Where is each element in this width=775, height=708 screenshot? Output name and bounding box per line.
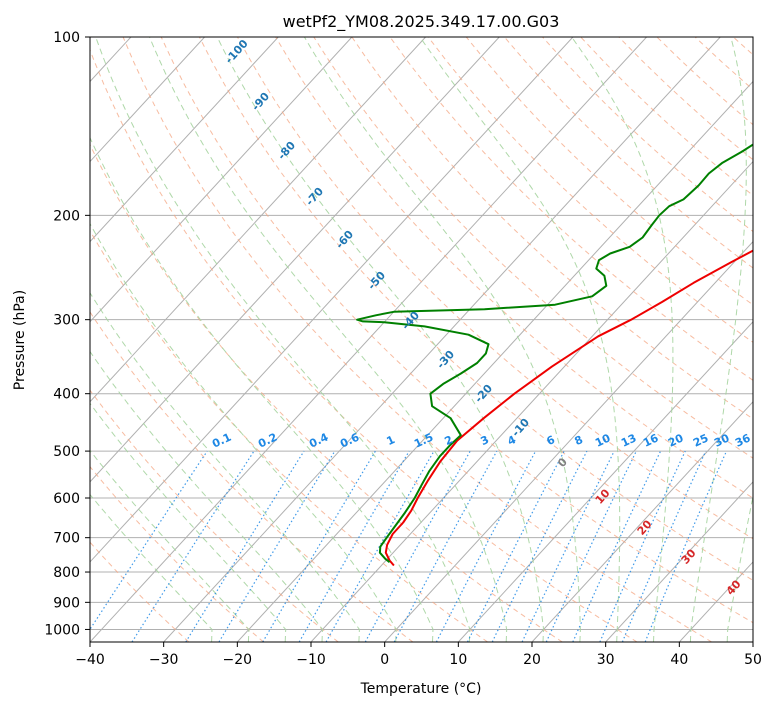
plot-frame [89, 36, 754, 643]
mixing-ratio-label: 36 [733, 431, 753, 449]
y-tick-label: 200 [53, 208, 80, 224]
mixing-ratio-line [364, 450, 471, 642]
moist-adiabat-line [571, 37, 674, 642]
moist-adiabat-line [149, 37, 508, 642]
mixing-ratio-line [466, 450, 565, 642]
axes: −40 −30 −20 −10 0 10 20 30 40 50 1000 900 800 700 600 5… [44, 30, 762, 668]
dry-adiabat-line [237, 37, 753, 540]
y-tick-label: 700 [53, 531, 80, 547]
isotherm-line [90, 37, 279, 243]
dry-adiabat-line [465, 37, 753, 306]
y-tick-label: 500 [53, 444, 80, 460]
isotherm-line [310, 160, 753, 642]
isotherm-line [90, 37, 353, 323]
chart-title: wetPf2_YM08.2025.349.17.00.G03 [283, 12, 560, 32]
dry-adiabat-line [160, 37, 753, 624]
x-tick-label: −40 [75, 652, 105, 668]
isotherm-line [90, 37, 500, 483]
x-axis-title: Temperature (°C) [360, 681, 482, 697]
isotherm-line [90, 37, 574, 563]
mixing-ratio-label: 10 [593, 431, 613, 449]
mixing-ratio-label: 20 [666, 431, 686, 449]
mixing-ratio-label: 13 [619, 431, 638, 449]
isotherm-line [90, 37, 647, 642]
y-tick-label: 600 [53, 491, 80, 507]
dry-adiabat-line [90, 311, 414, 642]
isotherm-line [163, 37, 721, 642]
dry-adiabat-line [90, 229, 488, 642]
isotherm-line [384, 240, 753, 642]
mixing-ratio-line [491, 450, 588, 642]
moist-adiabat-line [95, 37, 471, 642]
x-tick-label: −30 [149, 652, 179, 668]
y-tick-label: 400 [53, 387, 80, 403]
moist-adiabat-line [90, 136, 434, 642]
sounding-series [356, 143, 753, 567]
background-lines [90, 37, 753, 642]
dry-adiabat-line [90, 143, 563, 642]
isotherm-line [531, 401, 753, 642]
moist-adiabat-line [216, 37, 545, 642]
mixing-ratio-line [393, 450, 498, 642]
isotherm-line [236, 80, 753, 642]
y-axis-title: Pressure (hPa) [12, 290, 28, 390]
x-tick-label: 30 [597, 652, 615, 668]
mixing-ratio-line [599, 450, 686, 642]
dry-adiabat-line [275, 37, 753, 499]
isotherm-line [90, 37, 205, 163]
y-tick-label: 900 [53, 595, 80, 611]
moist-adiabat-line [726, 494, 753, 642]
x-tick-label: 10 [449, 652, 467, 668]
x-tick-label: 20 [523, 652, 541, 668]
mixing-ratio-label: 25 [691, 431, 710, 449]
dewpoint-profile-line [356, 143, 753, 563]
isotherm-line [605, 481, 753, 642]
moist-adiabat-line [689, 37, 747, 642]
dry-adiabat-line [90, 465, 264, 642]
mixing-ratio-line [325, 450, 435, 642]
dry-adiabat-line [389, 37, 753, 381]
dry-adiabat-line [351, 37, 753, 420]
isotherm-line [457, 320, 753, 642]
x-tick-label: −10 [296, 652, 326, 668]
x-tick-label: 50 [744, 652, 762, 668]
x-tick-label: −20 [223, 652, 253, 668]
moist-adiabat-line [90, 222, 397, 642]
mixing-ratio-line [131, 450, 255, 642]
mixing-ratio-label: 16 [641, 431, 661, 449]
y-tick-label: 800 [53, 565, 80, 581]
moist-adiabat-line [419, 37, 621, 642]
mixing-ratio-label: 30 [712, 431, 732, 449]
temperature-profile-line [384, 249, 753, 567]
moist-adiabat-line [303, 37, 581, 642]
mixing-ratio-line [218, 450, 336, 642]
x-tick-label: 0 [380, 652, 389, 668]
plot-area [90, 37, 753, 642]
mixing-ratio-line [185, 450, 305, 642]
y-tick-label: 1000 [44, 622, 80, 638]
mixing-ratio-line [621, 450, 707, 642]
y-tick-label: 300 [53, 313, 80, 329]
mixing-ratio-line [90, 450, 208, 631]
isotherm-line [90, 37, 426, 403]
y-tick-label: 100 [53, 30, 80, 46]
moist-adiabat-line [90, 350, 324, 642]
x-tick-label: 40 [670, 652, 688, 668]
mixing-ratio-line [644, 450, 728, 642]
